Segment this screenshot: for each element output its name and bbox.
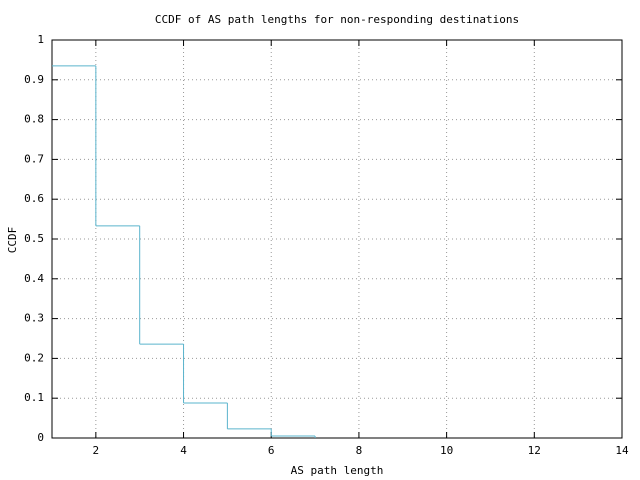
x-tick-label: 12 <box>528 444 541 457</box>
y-tick-label: 0.8 <box>24 113 44 126</box>
y-axis-label: CCDF <box>6 227 19 254</box>
x-tick-label: 14 <box>615 444 629 457</box>
x-axis-label: AS path length <box>291 464 384 477</box>
y-tick-label: 0.5 <box>24 232 44 245</box>
y-tick-label: 0.6 <box>24 192 44 205</box>
y-tick-label: 0.7 <box>24 152 44 165</box>
x-tick-label: 4 <box>180 444 187 457</box>
y-tick-label: 0.9 <box>24 73 44 86</box>
plot-frame <box>51 39 623 439</box>
x-tick-label: 8 <box>356 444 363 457</box>
y-tick-label: 0 <box>37 431 44 444</box>
x-tick-label: 10 <box>440 444 453 457</box>
chart-title: CCDF of AS path lengths for non-respondi… <box>155 13 519 26</box>
y-tick-label: 0.2 <box>24 351 44 364</box>
y-tick-label: 0.1 <box>24 391 44 404</box>
x-tick-label: 6 <box>268 444 275 457</box>
y-tick-label: 1 <box>37 33 44 46</box>
x-tick-label: 2 <box>93 444 100 457</box>
y-tick-label: 0.4 <box>24 272 44 285</box>
y-tick-label: 0.3 <box>24 312 44 325</box>
